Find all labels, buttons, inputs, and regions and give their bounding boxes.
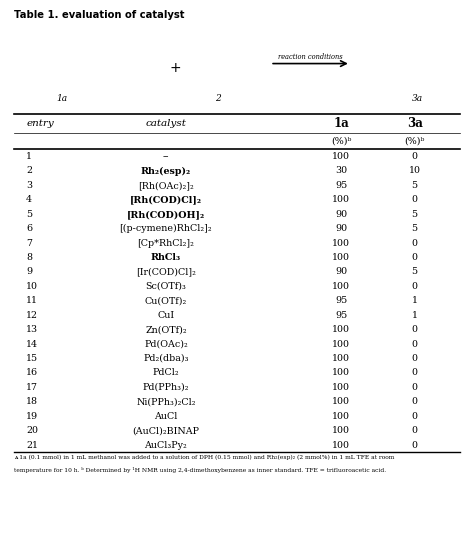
Text: 0: 0	[412, 340, 418, 348]
Text: (%)ᵇ: (%)ᵇ	[331, 137, 351, 146]
Text: 0: 0	[412, 368, 418, 378]
Text: 0: 0	[412, 426, 418, 435]
Text: [Ir(COD)Cl]₂: [Ir(COD)Cl]₂	[136, 267, 196, 276]
Text: 0: 0	[412, 282, 418, 291]
Text: CuI: CuI	[157, 311, 174, 320]
Text: (AuCl)₂BINAP: (AuCl)₂BINAP	[132, 426, 200, 435]
Text: 18: 18	[26, 397, 38, 406]
Text: 100: 100	[332, 412, 350, 421]
Text: 14: 14	[26, 340, 38, 348]
Text: 1a: 1a	[56, 94, 67, 103]
Text: Rh₂(esp)₂: Rh₂(esp)₂	[141, 167, 191, 175]
Text: [Rh(COD)OH]₂: [Rh(COD)OH]₂	[127, 210, 205, 219]
Text: 100: 100	[332, 440, 350, 450]
Text: 95: 95	[335, 311, 347, 320]
Text: --: --	[163, 152, 169, 161]
Text: 5: 5	[412, 210, 418, 219]
Text: 100: 100	[332, 282, 350, 291]
Text: 5: 5	[412, 181, 418, 190]
Text: 0: 0	[412, 325, 418, 334]
Text: 15: 15	[26, 354, 38, 363]
Text: AuCl₃Py₂: AuCl₃Py₂	[145, 440, 187, 450]
Text: 100: 100	[332, 383, 350, 392]
Text: Ni(PPh₃)₂Cl₂: Ni(PPh₃)₂Cl₂	[136, 397, 196, 406]
Text: 3: 3	[26, 181, 32, 190]
Text: 1: 1	[412, 296, 418, 305]
Bar	[0, 16, 474, 111]
Text: Pd(PPh₃)₂: Pd(PPh₃)₂	[143, 383, 189, 392]
Text: 19: 19	[26, 412, 38, 421]
Text: 100: 100	[332, 397, 350, 406]
Text: 0: 0	[412, 383, 418, 392]
Text: 5: 5	[26, 210, 32, 219]
Text: 0: 0	[412, 412, 418, 421]
Text: 95: 95	[335, 296, 347, 305]
Text: 0: 0	[412, 195, 418, 204]
Text: Cu(OTf)₂: Cu(OTf)₂	[145, 296, 187, 305]
Text: 30: 30	[335, 167, 347, 175]
Text: PdCl₂: PdCl₂	[153, 368, 179, 378]
Text: 90: 90	[335, 224, 347, 233]
Text: 90: 90	[335, 210, 347, 219]
Text: 12: 12	[26, 311, 38, 320]
Text: 5: 5	[412, 224, 418, 233]
Text: 0: 0	[412, 152, 418, 161]
Text: Sc(OTf)₃: Sc(OTf)₃	[146, 282, 186, 291]
Text: 0: 0	[412, 354, 418, 363]
Text: [Rh(COD)Cl]₂: [Rh(COD)Cl]₂	[130, 195, 202, 204]
Text: 2: 2	[26, 167, 32, 175]
Text: RhCl₃: RhCl₃	[151, 253, 181, 262]
Text: catalyst: catalyst	[146, 119, 186, 128]
Text: (%)ᵇ: (%)ᵇ	[405, 137, 425, 146]
Text: 95: 95	[335, 181, 347, 190]
Text: 1a: 1a	[333, 117, 349, 130]
Text: 17: 17	[26, 383, 38, 392]
Text: 100: 100	[332, 340, 350, 348]
Text: 9: 9	[26, 267, 32, 276]
Text: 3a: 3a	[407, 117, 423, 130]
Text: 6: 6	[26, 224, 32, 233]
Text: 0: 0	[412, 397, 418, 406]
Text: 0: 0	[412, 253, 418, 262]
Text: reaction conditions: reaction conditions	[278, 53, 343, 61]
Text: 1: 1	[26, 152, 32, 161]
Text: 0: 0	[412, 440, 418, 450]
Text: Table 1. evaluation of catalyst: Table 1. evaluation of catalyst	[14, 10, 185, 19]
Text: 100: 100	[332, 239, 350, 248]
Text: 100: 100	[332, 368, 350, 378]
Text: 2: 2	[215, 94, 221, 103]
Text: 10: 10	[409, 167, 421, 175]
Text: 100: 100	[332, 426, 350, 435]
Text: ᴀ 1a (0.1 mmol) in 1 mL methanol was added to a solution of DPH (0.15 mmol) and : ᴀ 1a (0.1 mmol) in 1 mL methanol was add…	[14, 455, 394, 460]
Text: 21: 21	[26, 440, 38, 450]
Text: entry: entry	[26, 119, 54, 128]
Text: [Rh(OAc)₂]₂: [Rh(OAc)₂]₂	[138, 181, 194, 190]
Text: 100: 100	[332, 195, 350, 204]
Text: 100: 100	[332, 253, 350, 262]
Text: 90: 90	[335, 267, 347, 276]
Text: 100: 100	[332, 354, 350, 363]
Text: 0: 0	[412, 239, 418, 248]
Text: +: +	[170, 61, 181, 75]
Text: Zn(OTf)₂: Zn(OTf)₂	[145, 325, 187, 334]
Text: 8: 8	[26, 253, 32, 262]
Text: AuCl: AuCl	[154, 412, 178, 421]
Text: 4: 4	[26, 195, 32, 204]
Text: 100: 100	[332, 152, 350, 161]
Text: 10: 10	[26, 282, 38, 291]
Text: Pd₂(dba)₃: Pd₂(dba)₃	[143, 354, 189, 363]
Text: 100: 100	[332, 325, 350, 334]
Text: Pd(OAc)₂: Pd(OAc)₂	[144, 340, 188, 348]
Text: 1: 1	[412, 311, 418, 320]
Text: 16: 16	[26, 368, 38, 378]
Text: [(p-cymene)RhCl₂]₂: [(p-cymene)RhCl₂]₂	[119, 224, 212, 233]
Text: 7: 7	[26, 239, 32, 248]
Text: temperature for 10 h. ᵇ Determined by ¹H NMR using 2,4-dimethoxybenzene as inner: temperature for 10 h. ᵇ Determined by ¹H…	[14, 467, 386, 473]
Text: 11: 11	[26, 296, 38, 305]
Text: [Cp*RhCl₂]₂: [Cp*RhCl₂]₂	[137, 239, 194, 248]
Text: 20: 20	[26, 426, 38, 435]
Text: 3a: 3a	[411, 94, 423, 103]
Text: 13: 13	[26, 325, 38, 334]
Text: 5: 5	[412, 267, 418, 276]
